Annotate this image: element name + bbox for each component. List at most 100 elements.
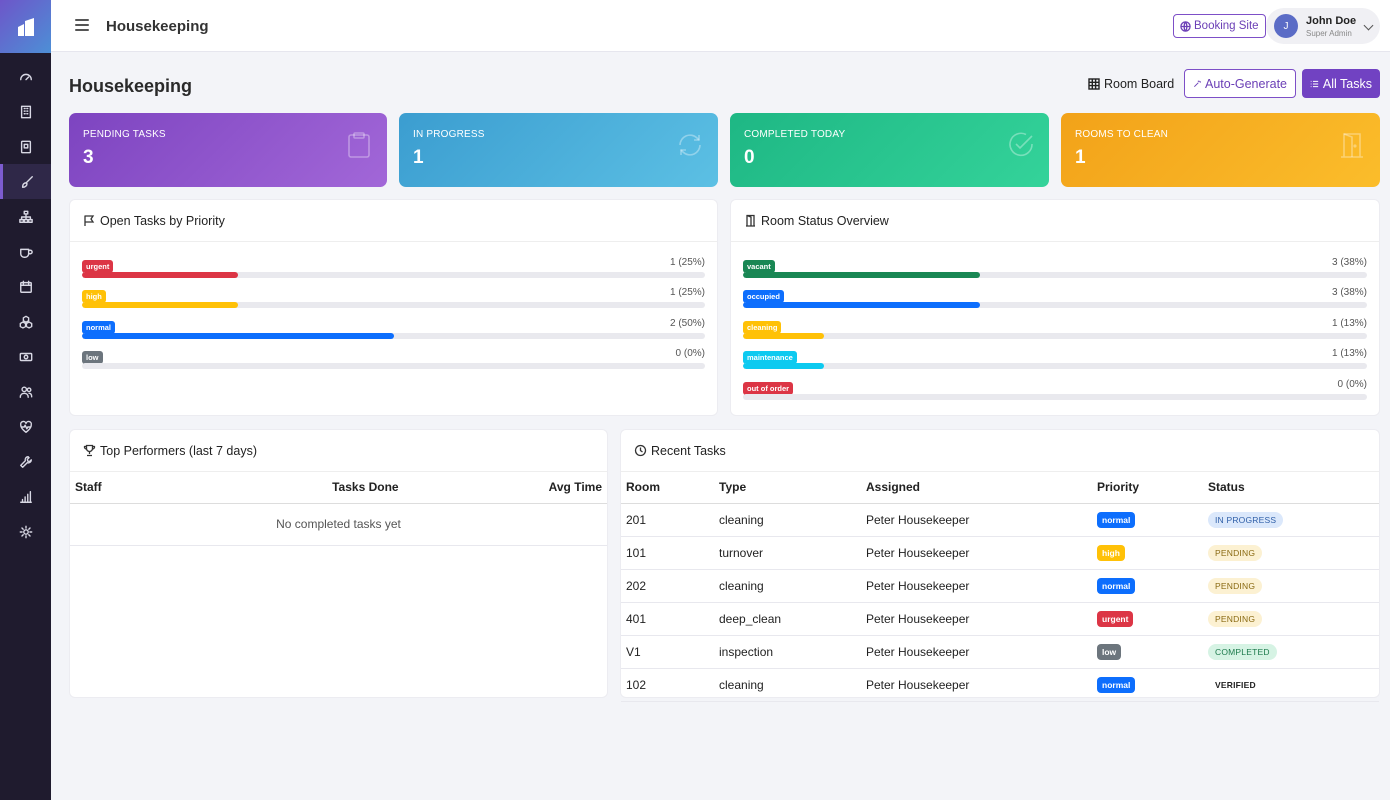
column-header-avg-time[interactable]: Avg Time [445,472,607,504]
priority-badge: high [82,290,106,304]
cell-type: cleaning [719,677,764,692]
table-row[interactable]: 401 deep_clean Peter Housekeeper urgent PEND… [621,602,1379,636]
table-cell: Peter Housekeeper [861,668,1092,702]
top-performers-card: Top Performers (last 7 days) Staff Tasks… [69,429,608,698]
bar-chart-icon [19,490,32,503]
cell-type: turnover [719,545,764,560]
sidebar-item-payments[interactable] [0,339,51,374]
progress-fill [743,332,825,339]
sidebar-item-restaurant[interactable] [0,234,51,269]
magic-wand-icon [1194,80,1201,87]
sidebar-item-calendar[interactable] [0,269,51,304]
sidebar-item-bookings[interactable] [0,129,51,164]
auto-generate-button[interactable]: Auto-Generate [1184,69,1296,98]
booking-site-button[interactable]: Booking Site [1173,14,1266,38]
column-header-tasks-done[interactable]: Tasks Done [284,472,446,504]
room-status-badge: maintenance [743,351,797,365]
room-count: 1 (13%) [1331,317,1367,329]
table-row[interactable]: V1 inspection Peter Housekeeper low COMPLETE… [621,635,1379,669]
trophy-icon [83,444,96,457]
room-status-bars: vacant 3 (38%) occupied 3 (38%) cleaning… [731,242,1379,408]
cell-assigned: Peter Housekeeper [866,578,970,593]
column-header-status[interactable]: Status [1203,472,1379,504]
column-header-assigned[interactable]: Assigned [861,472,1092,504]
status-badge: COMPLETED [1208,643,1277,660]
sidebar-item-reports[interactable] [0,479,51,514]
table-cell: Peter Housekeeper [861,503,1092,537]
table-cell: PENDING [1203,536,1379,570]
grid-icon [1088,77,1100,90]
room-board-button[interactable]: Room Board [1080,69,1182,98]
auto-generate-label: Auto-Generate [1205,76,1287,91]
sidebar [0,0,51,800]
sidebar-item-dashboard[interactable] [0,59,51,94]
column-header-type[interactable]: Type [714,472,861,504]
column-header-staff[interactable]: Staff [70,472,285,504]
sidebar-item-settings[interactable] [0,514,51,549]
table-row[interactable]: 201 cleaning Peter Housekeeper normal IN PRO… [621,503,1379,537]
room-status-card: Room Status Overview vacant 3 (38%) occu… [730,199,1380,416]
all-tasks-button[interactable]: All Tasks [1302,69,1380,98]
table-cell: deep_clean [714,602,861,636]
progress-track [82,272,705,278]
progress-fill [82,272,238,278]
diagram-icon [18,210,33,223]
table-cell: cleaning [714,503,861,537]
table-cell: normal [1092,668,1203,702]
progress-fill [743,302,981,309]
booking-site-label: Booking Site [1194,20,1259,32]
progress-track [82,332,705,339]
cash-icon [19,352,32,361]
progress-fill [743,272,981,278]
sidebar-item-housekeeping[interactable] [0,164,51,199]
all-tasks-label: All Tasks [1322,76,1372,91]
table-cell: inspection [714,635,861,669]
column-header-room[interactable]: Room [621,472,714,504]
sidebar-item-building[interactable] [0,94,51,129]
sidebar-item-health[interactable] [0,409,51,444]
priority-badge: urgent [82,260,114,273]
door-icon [1341,133,1363,158]
room-status-badge: out of order [743,381,794,395]
room-status-badge: occupied [743,290,784,304]
sidebar-item-structure[interactable] [0,199,51,234]
stat-card-pending: PENDING TASKS 3 [69,113,387,187]
hotel-logo-icon[interactable] [0,0,51,53]
table-cell: V1 [621,635,714,669]
table-row[interactable]: 102 cleaning Peter Housekeeper normal VERIFI… [621,668,1379,702]
table-cell: VERIFIED [1203,668,1379,702]
card-title: Recent Tasks [651,443,726,458]
priority-row-low: low 0 (0%) [82,347,705,377]
heart-pulse-icon [19,420,32,433]
table-cell: cleaning [714,569,861,603]
status-badge: IN PROGRESS [1208,511,1284,528]
status-badge: PENDING [1208,577,1263,594]
cell-assigned: Peter Housekeeper [866,644,970,659]
menu-toggle-icon[interactable] [75,19,89,31]
user-menu[interactable]: J John Doe Super Admin [1266,8,1380,44]
table-row[interactable]: 101 turnover Peter Housekeeper high PENDING [621,536,1379,570]
clock-history-icon [634,444,647,457]
cell-type: cleaning [719,578,764,593]
boxes-icon [19,315,32,329]
column-header-priority[interactable]: Priority [1092,472,1203,504]
progress-track [82,363,705,370]
user-role: Super Admin [1306,28,1352,38]
progress-track [743,393,1367,400]
calendar-icon [19,280,32,293]
table-row[interactable]: 202 cleaning Peter Housekeeper normal PENDIN… [621,569,1379,603]
sidebar-item-guests[interactable] [0,374,51,409]
card-title: Open Tasks by Priority [100,213,225,228]
card-title: Room Status Overview [761,213,889,228]
priority-count: 2 (50%) [669,317,705,329]
progress-track [743,363,1367,370]
cell-assigned: Peter Housekeeper [866,512,970,527]
performers-table: Staff Tasks Done Avg Time No completed t… [70,472,607,546]
stat-label: ROOMS TO CLEAN [1075,129,1169,140]
room-count: 1 (13%) [1331,348,1367,360]
cell-room: 101 [626,545,647,560]
table-cell: normal [1092,503,1203,537]
sidebar-item-maintenance[interactable] [0,444,51,479]
progress-track [743,302,1367,309]
sidebar-item-inventory[interactable] [0,304,51,339]
